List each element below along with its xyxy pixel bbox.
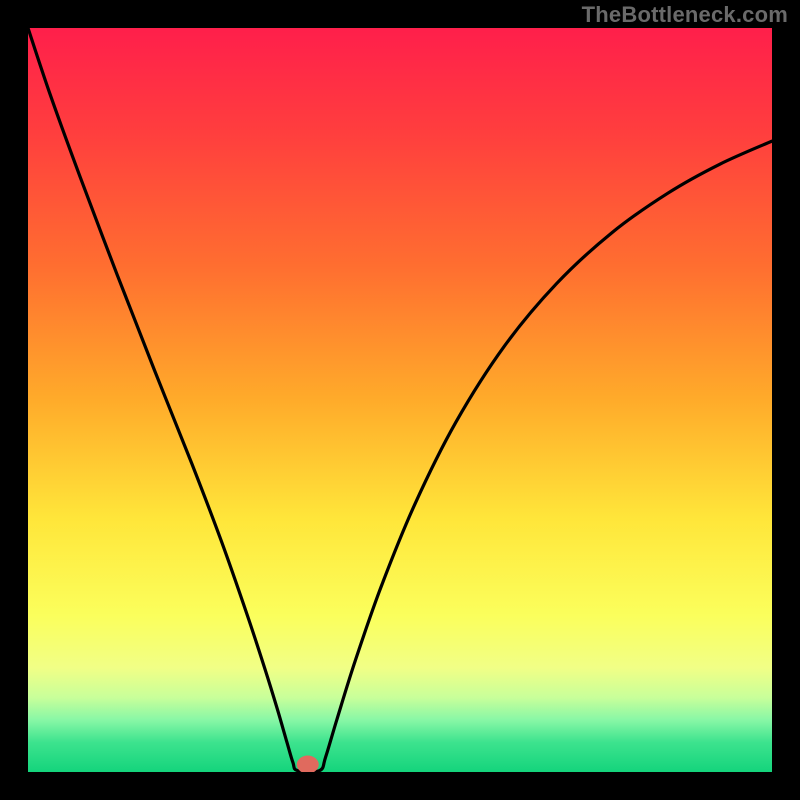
bottleneck-curve	[28, 28, 772, 772]
optimum-marker	[297, 756, 319, 772]
plot-area	[28, 28, 772, 772]
chart-frame: TheBottleneck.com	[0, 0, 800, 800]
watermark-text: TheBottleneck.com	[582, 2, 788, 28]
curve-path	[28, 28, 772, 772]
